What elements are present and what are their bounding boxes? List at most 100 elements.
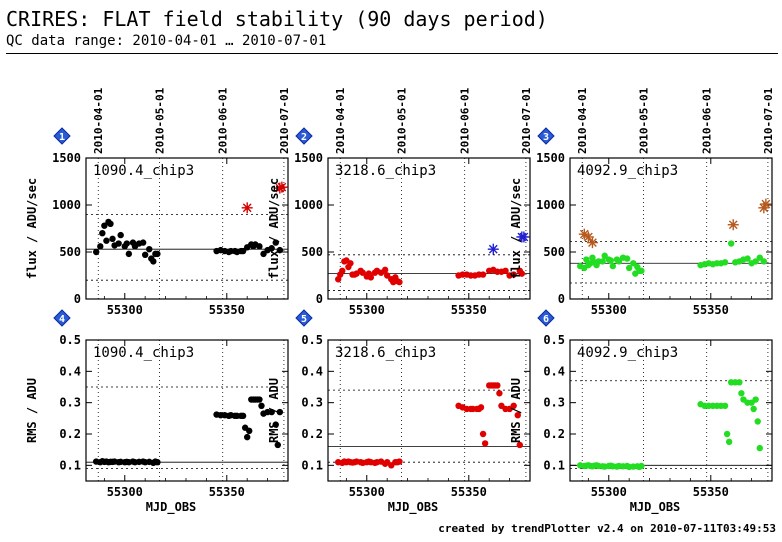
y-tick-label: 1000 <box>52 198 81 212</box>
data-point <box>599 258 606 265</box>
y-axis-label: RMS / ADU <box>267 378 281 443</box>
panel-number: 6 <box>543 314 549 325</box>
plot-frame <box>569 157 773 300</box>
data-point-star <box>586 237 598 249</box>
data-point <box>752 396 759 403</box>
panel-number: 3 <box>543 132 549 143</box>
data-point <box>154 250 161 258</box>
panel-label: 3218.6_chip3 <box>335 345 436 361</box>
x-tick-label: 55300 <box>349 485 385 499</box>
top-date-label: 2010-04-01 <box>334 87 347 154</box>
x-tick-label: 55300 <box>591 485 627 499</box>
top-date-label: 2010-07-01 <box>762 87 775 154</box>
chart-panel-1: 0 500 1000 1500 55300 55350 2010-04-01 2010-05-… <box>25 87 291 317</box>
y-tick-label: 0.2 <box>301 427 323 441</box>
chart-panel-2: 0 500 1000 1500 55300 55350 2010-04-01 2010-05-… <box>267 87 533 317</box>
data-point <box>625 264 633 272</box>
data-point <box>638 267 645 274</box>
panel-label: 4092.9_chip3 <box>577 163 678 179</box>
panel-label: 3218.6_chip3 <box>335 163 436 179</box>
y-tick-label: 0.4 <box>59 364 81 378</box>
data-point-star <box>727 219 739 231</box>
data-point <box>738 390 745 397</box>
data-point <box>623 255 631 262</box>
data-point <box>99 230 106 237</box>
data-point-star <box>241 202 253 214</box>
x-tick-label: 55350 <box>451 485 487 499</box>
data-point <box>239 412 247 420</box>
y-tick-label: 1000 <box>294 198 323 212</box>
plot-frame <box>327 339 531 482</box>
data-point <box>481 440 489 447</box>
y-tick-label: 0.1 <box>543 458 565 472</box>
panel-number: 1 <box>59 132 65 143</box>
data-point <box>609 262 617 270</box>
plot-frame <box>85 339 289 482</box>
data-point <box>514 412 521 419</box>
y-tick-label: 0.5 <box>59 333 81 347</box>
y-tick-label: 0 <box>558 292 565 306</box>
top-date-label: 2010-04-01 <box>92 87 105 154</box>
y-tick-label: 0.5 <box>543 333 565 347</box>
y-tick-label: 0.5 <box>301 333 323 347</box>
data-point <box>246 427 253 435</box>
x-tick-label: 55300 <box>349 303 385 317</box>
data-point <box>125 250 133 258</box>
data-point <box>477 404 485 411</box>
top-date-label: 2010-07-01 <box>278 87 291 154</box>
y-tick-label: 1500 <box>52 151 81 165</box>
data-point <box>721 259 729 266</box>
y-axis-label: flux / ADU/sec <box>25 178 39 279</box>
panel-number-badge-icon <box>537 309 555 327</box>
data-point <box>276 408 284 416</box>
y-tick-label: 1500 <box>536 151 565 165</box>
data-point <box>260 250 267 258</box>
top-date-label: 2010-06-01 <box>217 87 230 154</box>
data-point <box>268 245 275 252</box>
panel-number-badge-icon <box>53 127 71 145</box>
y-tick-label: 0.4 <box>301 364 323 378</box>
x-axis-label: MJD_OBS <box>146 500 197 515</box>
x-tick-label: 55350 <box>451 303 487 317</box>
page-title: CRIRES: FLAT field stability (90 days pe… <box>6 7 548 31</box>
plot-frame <box>327 157 531 300</box>
data-point <box>97 243 104 250</box>
data-point <box>115 240 122 247</box>
y-tick-label: 1500 <box>294 151 323 165</box>
y-tick-label: 0 <box>316 292 323 306</box>
data-point <box>744 255 751 262</box>
data-point <box>339 267 346 274</box>
top-date-label: 2010-07-01 <box>520 87 533 154</box>
data-point <box>583 256 590 263</box>
data-point <box>615 258 623 265</box>
y-tick-label: 500 <box>59 245 81 259</box>
x-tick-label: 55300 <box>107 485 143 499</box>
y-tick-label: 0.1 <box>59 458 81 472</box>
data-point <box>754 418 761 425</box>
panel-number-badge-icon <box>295 309 313 327</box>
data-point-star <box>276 181 288 193</box>
y-tick-label: 0.3 <box>543 396 565 410</box>
footer-credit: created by trendPlotter v2.4 on 2010-07-… <box>438 522 776 535</box>
data-point <box>756 444 763 452</box>
y-tick-label: 500 <box>543 245 565 259</box>
y-tick-label: 1000 <box>536 198 565 212</box>
data-point <box>359 269 366 276</box>
y-tick-label: 0.4 <box>543 364 565 378</box>
x-tick-label: 55300 <box>107 303 143 317</box>
y-tick-label: 0.2 <box>59 427 81 441</box>
top-date-label: 2010-05-01 <box>637 87 650 154</box>
data-point <box>756 254 763 261</box>
y-tick-label: 0 <box>74 292 81 306</box>
y-axis-label: flux / ADU/sec <box>509 178 523 279</box>
data-point <box>736 379 743 386</box>
data-point <box>347 260 354 267</box>
data-point-star <box>760 198 772 210</box>
data-point <box>479 271 487 278</box>
data-point <box>239 247 247 255</box>
data-point <box>518 270 526 277</box>
y-axis-label: flux / ADU/sec <box>267 178 281 279</box>
plot-frame <box>85 157 289 300</box>
panel-label: 1090.4_chip3 <box>93 345 194 361</box>
